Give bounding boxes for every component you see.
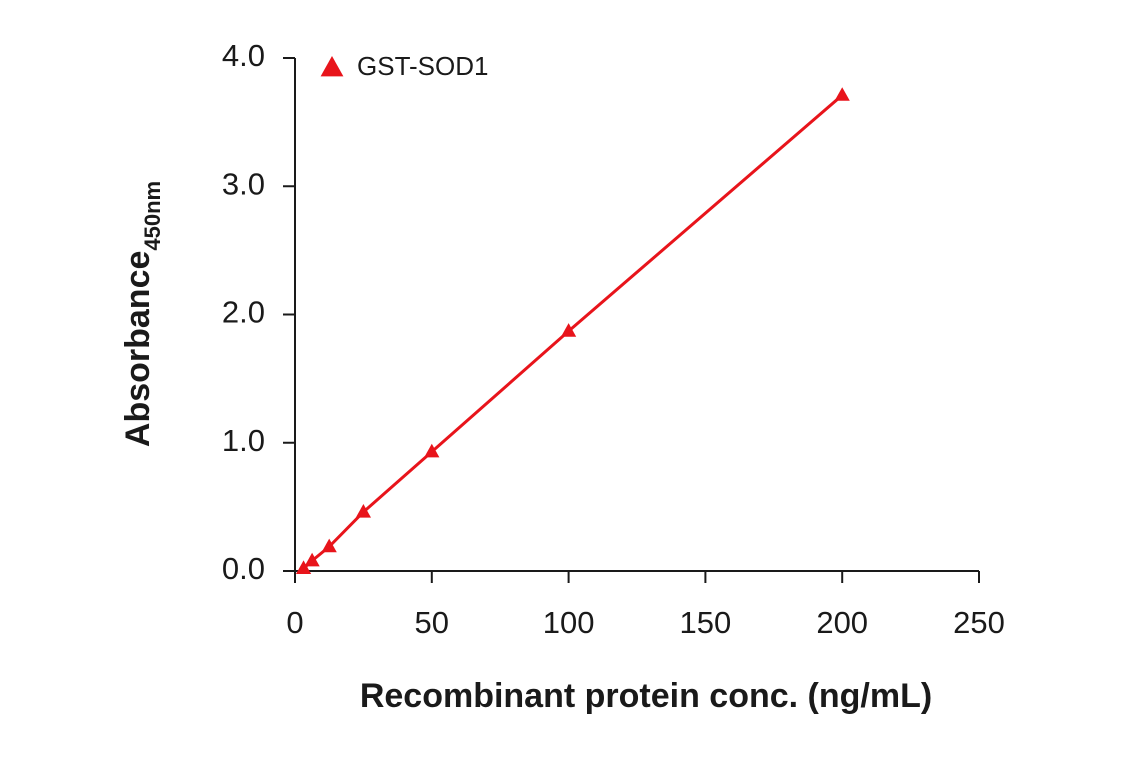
y-tick-label: 3.0 <box>222 166 265 201</box>
x-tick-label: 0 <box>286 605 303 640</box>
x-tick-label: 50 <box>415 605 449 640</box>
y-axis-title: Absorbance450nm <box>119 181 165 447</box>
data-point <box>561 323 577 337</box>
x-tick-label: 100 <box>543 605 595 640</box>
data-point <box>321 538 337 553</box>
x-tick-label: 250 <box>953 605 1005 640</box>
data-point <box>834 87 850 101</box>
y-tick-label: 2.0 <box>222 295 265 330</box>
data-point <box>304 552 320 567</box>
x-tick-label: 200 <box>816 605 868 640</box>
y-axis-title-subscript: 450nm <box>140 181 165 251</box>
x-tick-label: 150 <box>680 605 732 640</box>
legend-label: GST-SOD1 <box>357 51 488 81</box>
data-point <box>295 560 312 575</box>
y-axis-title-main: Absorbance <box>119 251 157 448</box>
legend-marker <box>320 56 344 77</box>
y-tick-label: 4.0 <box>222 38 265 73</box>
x-axis-title: Recombinant protein conc. (ng/mL) <box>360 677 932 715</box>
data-point <box>355 504 371 518</box>
data-point <box>424 443 440 458</box>
y-tick-label: 1.0 <box>222 423 265 458</box>
y-tick-label: 0.0 <box>222 551 265 586</box>
